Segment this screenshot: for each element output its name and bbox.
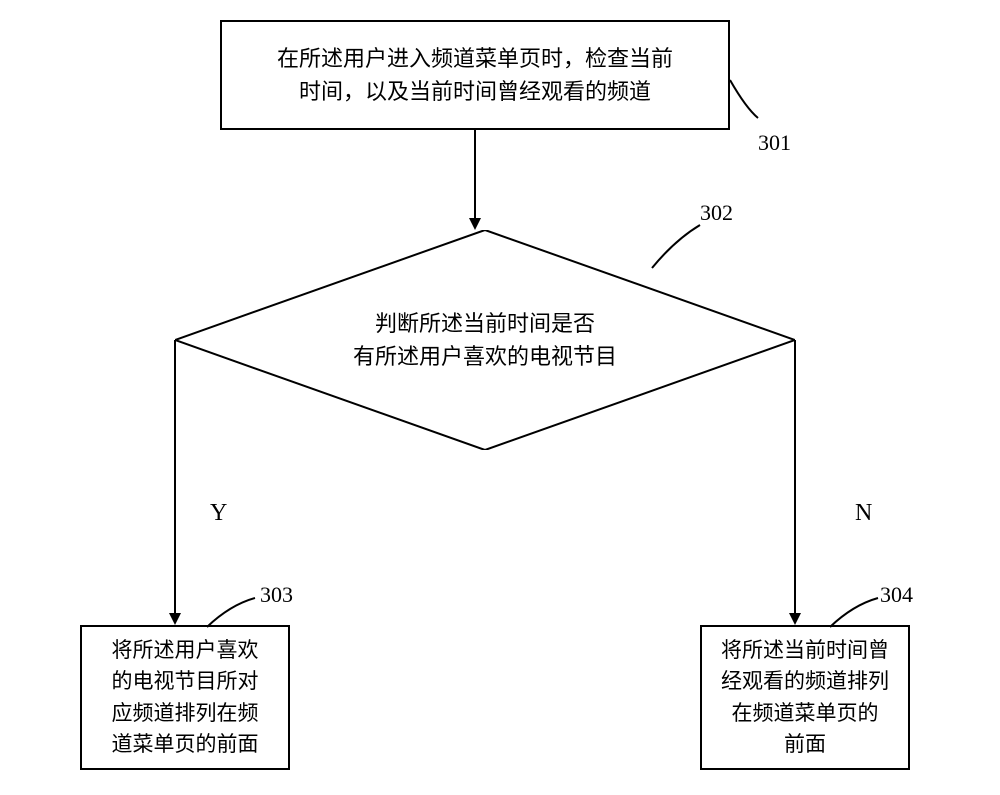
edge-301-302 (465, 130, 485, 232)
edge-label-n: N (855, 500, 872, 527)
label-303: 303 (260, 582, 293, 608)
label-304: 304 (880, 582, 913, 608)
edge-label-y: Y (210, 500, 227, 527)
edge-302-303 (165, 340, 185, 627)
process-box-303: 将所述用户喜欢 的电视节目所对 应频道排列在频 道菜单页的前面 (80, 625, 290, 770)
process-303-line2: 的电视节目所对 (112, 669, 259, 693)
process-303-line4: 道菜单页的前面 (112, 732, 259, 756)
process-304-line3: 在频道菜单页的 (732, 701, 879, 725)
label-302: 302 (700, 200, 733, 226)
decision-302-line2: 有所述用户喜欢的电视节目 (353, 344, 617, 369)
process-301-line2: 时间，以及当前时间曾经观看的频道 (299, 79, 651, 104)
flowchart-canvas: 在所述用户进入频道菜单页时，检查当前 时间，以及当前时间曾经观看的频道 301 … (0, 0, 1000, 795)
callout-302 (650, 220, 720, 280)
process-box-304: 将所述当前时间曾 经观看的频道排列 在频道菜单页的 前面 (700, 625, 910, 770)
process-box-301: 在所述用户进入频道菜单页时，检查当前 时间，以及当前时间曾经观看的频道 (220, 20, 730, 130)
label-301: 301 (758, 130, 791, 156)
edge-302-304 (785, 340, 805, 627)
process-303-line3: 应频道排列在频 (112, 701, 259, 725)
process-304-line2: 经观看的频道排列 (721, 669, 889, 693)
process-304-line4: 前面 (784, 732, 826, 756)
decision-302-line1: 判断所述当前时间是否 (375, 311, 595, 336)
process-301-line1: 在所述用户进入频道菜单页时，检查当前 (277, 46, 673, 71)
